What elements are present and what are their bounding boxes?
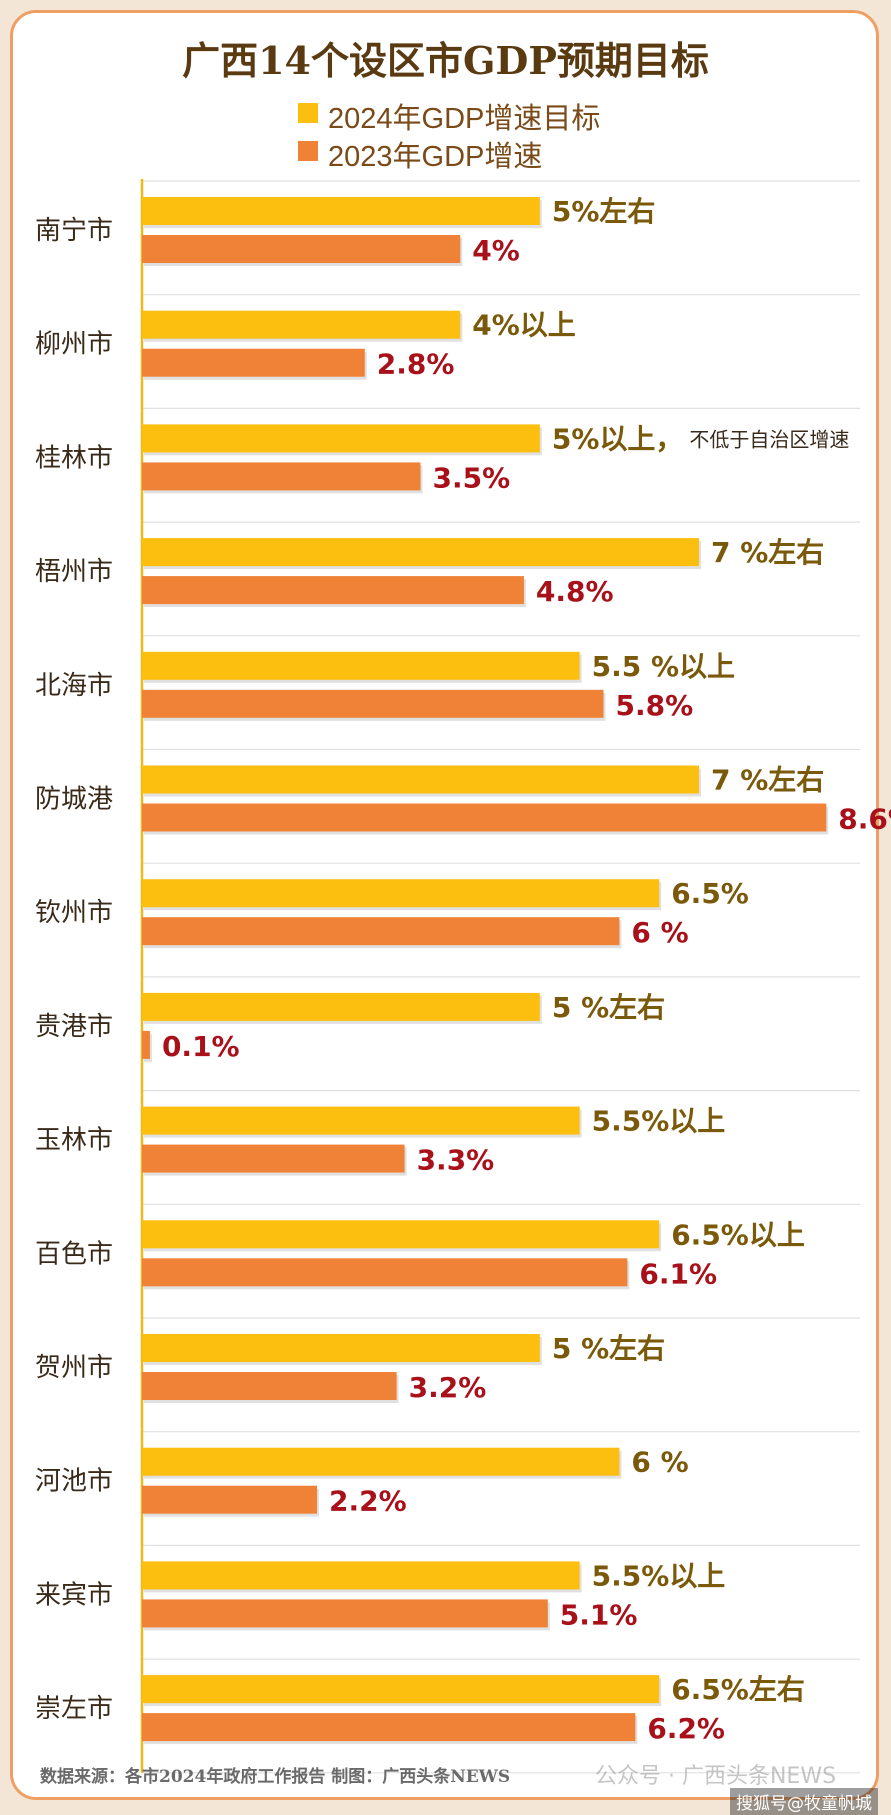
data-label-actual: 6 % bbox=[631, 916, 688, 949]
bar-target bbox=[142, 1675, 660, 1704]
data-label-target: 5.5%以上 bbox=[592, 1559, 726, 1592]
category-label: 南宁市 bbox=[35, 216, 113, 246]
bar-actual bbox=[142, 1144, 405, 1173]
data-label-actual: 3.2% bbox=[409, 1371, 487, 1404]
bar-actual bbox=[142, 1258, 628, 1287]
bar-actual bbox=[142, 1713, 636, 1742]
corner-watermark: 搜狐号@牧童帆城 bbox=[730, 1788, 878, 1815]
data-label-actual: 5.1% bbox=[560, 1598, 638, 1631]
data-label-actual: 0.1% bbox=[162, 1030, 240, 1063]
data-label-target: 6.5%以上 bbox=[671, 1218, 805, 1251]
category-label: 河池市 bbox=[35, 1467, 113, 1497]
bar-target bbox=[142, 1561, 580, 1590]
data-label-actual: 6.1% bbox=[639, 1257, 717, 1290]
bar-target bbox=[142, 310, 461, 339]
bar-target bbox=[142, 197, 540, 225]
data-label-target: 5 %左右 bbox=[552, 1332, 665, 1365]
data-label-actual: 4.8% bbox=[536, 575, 614, 608]
bar-target bbox=[142, 879, 660, 908]
category-label: 百色市 bbox=[35, 1239, 113, 1269]
data-label-target: 7 %左右 bbox=[711, 536, 824, 569]
bar-actual bbox=[142, 1372, 397, 1400]
bar-target bbox=[142, 1106, 580, 1135]
data-label-actual: 5.8% bbox=[616, 689, 694, 722]
bar-target bbox=[142, 992, 540, 1021]
category-label: 梧州市 bbox=[35, 557, 113, 587]
bar-actual bbox=[142, 1599, 548, 1628]
bar-actual bbox=[142, 917, 620, 946]
source-note: 数据来源：各市2024年政府工作报告 制图：广西头条NEWS bbox=[40, 1767, 511, 1787]
watermark-text: 公众号 · 广西头条NEWS bbox=[595, 1764, 837, 1789]
category-label: 贵港市 bbox=[35, 1012, 113, 1042]
data-label-target: 5.5%以上 bbox=[592, 1105, 726, 1138]
bar-target bbox=[142, 765, 699, 794]
bar-actual bbox=[142, 348, 365, 377]
chart-title: 广西14个设区市GDP预期目标 bbox=[182, 38, 709, 83]
bar-actual bbox=[142, 576, 524, 605]
data-label-actual: 2.8% bbox=[377, 348, 455, 381]
data-label-target: 5 %左右 bbox=[552, 991, 665, 1024]
data-label-actual: 3.3% bbox=[417, 1144, 495, 1177]
category-label: 柳州市 bbox=[35, 330, 113, 360]
bar-target bbox=[142, 1334, 540, 1362]
data-label-target: 6.5%左右 bbox=[671, 1673, 805, 1706]
bar-actual bbox=[142, 1485, 318, 1514]
data-label-target: 7 %左右 bbox=[711, 764, 824, 797]
category-label: 来宾市 bbox=[35, 1580, 113, 1610]
legend-swatch-actual bbox=[298, 141, 318, 161]
data-label-target: 5%以上， bbox=[552, 422, 684, 455]
data-label-actual: 6.2% bbox=[647, 1712, 725, 1745]
bar-actual bbox=[142, 1030, 150, 1059]
bar-actual bbox=[142, 462, 421, 491]
bar-actual bbox=[142, 803, 827, 832]
bar-target bbox=[142, 651, 580, 680]
data-label-target: 5.5 %以上 bbox=[592, 650, 735, 683]
legend-label-target: 2024年GDP增速目标 bbox=[328, 103, 601, 135]
category-label: 防城港 bbox=[35, 785, 113, 815]
bar-actual bbox=[142, 689, 604, 718]
data-label-target: 5%左右 bbox=[552, 195, 656, 228]
data-label-actual: 8.6% bbox=[838, 803, 891, 836]
data-label-target: 6.5% bbox=[671, 877, 749, 910]
bar-target bbox=[142, 538, 699, 567]
annotation-text: 不低于自治区增速 bbox=[689, 427, 849, 451]
legend-label-actual: 2023年GDP增速 bbox=[328, 141, 543, 173]
category-label: 钦州市 bbox=[35, 898, 113, 928]
legend-swatch-target bbox=[298, 103, 318, 123]
data-label-actual: 3.5% bbox=[432, 461, 510, 494]
bar-target bbox=[142, 1447, 620, 1476]
data-label-actual: 4% bbox=[472, 234, 520, 267]
category-label: 北海市 bbox=[35, 671, 113, 701]
bar-target bbox=[142, 1220, 660, 1249]
bar-actual bbox=[142, 235, 461, 263]
data-label-actual: 2.2% bbox=[329, 1485, 407, 1518]
data-label-target: 4%以上 bbox=[472, 309, 576, 342]
category-label: 贺州市 bbox=[35, 1353, 113, 1383]
data-label-target: 6 % bbox=[631, 1446, 688, 1479]
category-label: 崇左市 bbox=[35, 1694, 113, 1724]
category-label: 玉林市 bbox=[35, 1126, 113, 1156]
category-label: 桂林市 bbox=[35, 443, 113, 473]
bar-target bbox=[142, 424, 540, 453]
